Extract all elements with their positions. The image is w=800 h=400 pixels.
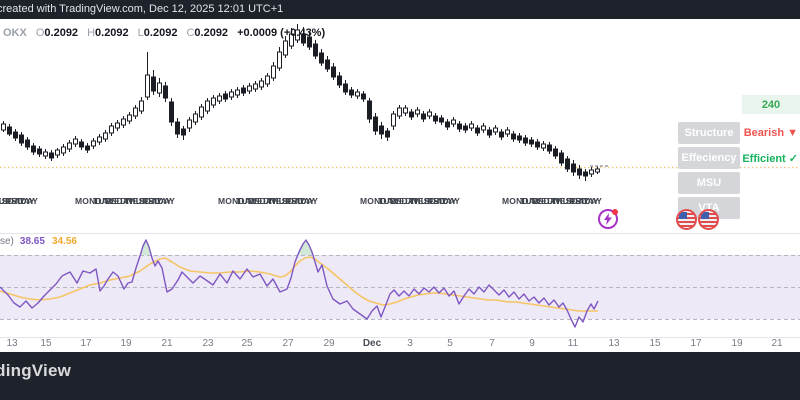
- low-value: 0.2092: [143, 27, 178, 39]
- close-value: 0.2092: [194, 27, 229, 39]
- time-axis-label: 29: [323, 338, 335, 349]
- weekday-label: FRIDAY: [143, 196, 176, 206]
- bolt-glyph: [604, 213, 612, 225]
- weekday-label: FRIDAY: [428, 196, 461, 206]
- open-group: O0.2092: [35, 27, 79, 39]
- time-axis-label: 3: [407, 338, 413, 349]
- time-axis[interactable]: 13 15 17 19 21 23 25 27 29 Dec 3 5 7 9 11 13 15 17 19 21: [0, 338, 800, 352]
- weekday-label: FRIDAY: [570, 196, 603, 206]
- time-axis-label: 5: [447, 338, 453, 349]
- change-value: +0.0009 (+0.43%): [237, 27, 326, 39]
- time-axis-label: 17: [690, 338, 702, 349]
- weekday-label: MONDAY: [75, 196, 114, 206]
- time-axis-label: 21: [161, 338, 173, 349]
- time-axis-label: 7: [489, 338, 495, 349]
- time-axis-label: 13: [6, 338, 18, 349]
- weekday-label: FRIDAY: [286, 196, 319, 206]
- time-axis-label: 19: [120, 338, 132, 349]
- rsi-legend-tail: se): [0, 236, 14, 247]
- rsi-ma-value: 34.56: [51, 236, 77, 247]
- weekday-label: THURSDAY: [551, 196, 600, 206]
- time-axis-label: 21: [771, 338, 783, 349]
- timeframe-badge: 240: [742, 95, 800, 114]
- exchange-label: OKX: [3, 27, 27, 39]
- low-group: L0.2092: [137, 27, 178, 39]
- weekday-label: WEDNESDAY: [106, 196, 163, 206]
- structure-status: Bearish ▼: [743, 127, 798, 139]
- weekday-label: FRIDAY: [6, 196, 39, 206]
- tradingview-logo: TradingView: [0, 361, 72, 380]
- weekday-label: TUESDAY: [236, 196, 278, 206]
- weekday-label: THURSDAY: [409, 196, 458, 206]
- us-flag-icon[interactable]: [676, 209, 697, 230]
- rsi-value: 38.65: [19, 236, 45, 247]
- attribution-bar: created with TradingView.com, Dec 12, 20…: [0, 0, 800, 19]
- efficiency-button[interactable]: Effeciency: [678, 147, 740, 169]
- time-axis-label: 13: [608, 338, 620, 349]
- ohlc-legend[interactable]: OKX O0.2092 H0.2092 L0.2092 C0.2092 +0.0…: [3, 26, 325, 40]
- weekday-label: TUESDAY: [93, 196, 135, 206]
- weekday-label: THURSDAY: [267, 196, 316, 206]
- weekday-label: WEDNESDAY: [391, 196, 448, 206]
- time-axis-label: 15: [40, 338, 52, 349]
- structure-button[interactable]: Structure: [678, 122, 740, 144]
- weekday-label: WEDNESDAY: [533, 196, 590, 206]
- time-axis-label: 23: [202, 338, 214, 349]
- time-axis-label: 17: [80, 338, 92, 349]
- footer-bar: TradingView: [0, 352, 800, 400]
- high-value: 0.2092: [95, 27, 129, 39]
- efficiency-status: Efficient ✓: [742, 153, 798, 165]
- high-group: H0.2092: [87, 27, 129, 39]
- weekday-label: TUESDAY: [520, 196, 562, 206]
- close-group: C0.2092: [186, 27, 229, 39]
- weekday-label: THURSDAY: [0, 196, 36, 206]
- weekday-label: MONDAY: [360, 196, 399, 206]
- msu-button[interactable]: MSU: [678, 172, 740, 194]
- weekday-label: TUESDAY: [378, 196, 420, 206]
- weekday-label: MONDAY: [502, 196, 541, 206]
- rsi-legend[interactable]: se) 38.65 34.56: [0, 236, 77, 247]
- time-axis-label: 9: [529, 338, 535, 349]
- lightning-icon[interactable]: [598, 209, 618, 229]
- time-axis-label: 11: [567, 338, 579, 349]
- attribution-text: created with TradingView.com, Dec 12, 20…: [0, 3, 284, 15]
- time-axis-label: 25: [241, 338, 253, 349]
- weekday-label: THURSDAY: [124, 196, 173, 206]
- open-value: 0.2092: [44, 27, 79, 39]
- weekday-label: WEDNESDAY: [0, 196, 26, 206]
- time-axis-label: 19: [731, 338, 743, 349]
- time-axis-label: Dec: [362, 338, 382, 349]
- time-axis-label: 15: [649, 338, 661, 349]
- weekday-label: MONDAY: [218, 196, 257, 206]
- us-flag-icon[interactable]: [698, 209, 719, 230]
- time-axis-label: 27: [282, 338, 294, 349]
- weekday-label: WEDNESDAY: [249, 196, 306, 206]
